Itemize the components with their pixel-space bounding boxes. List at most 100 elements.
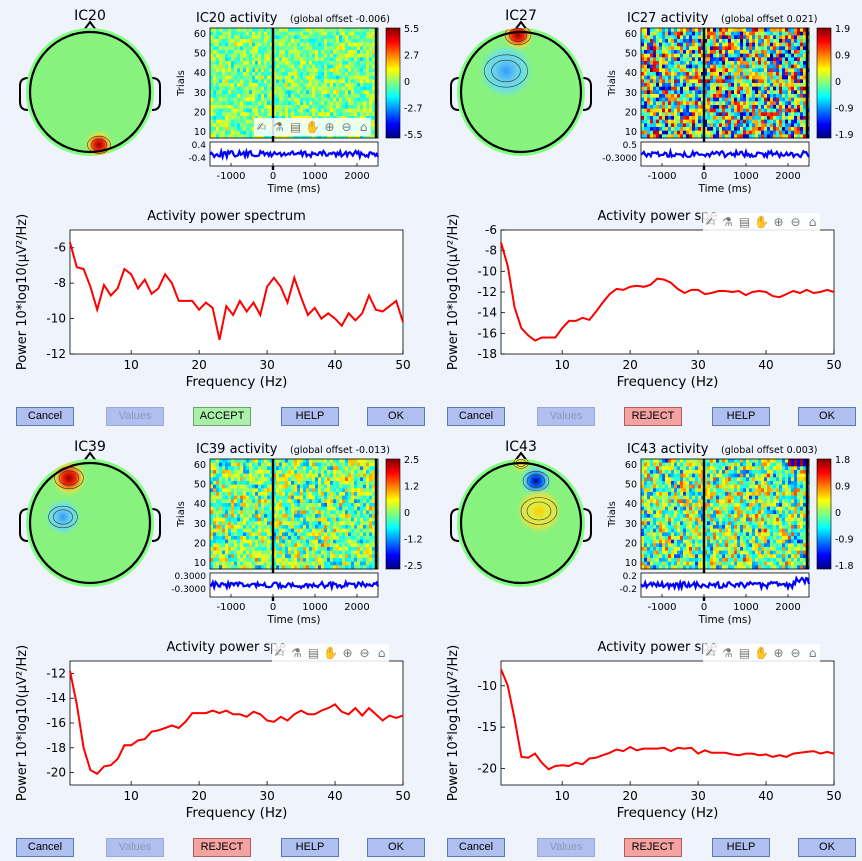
y-tick-label: -8 [485,244,497,258]
erp-trace [209,578,380,592]
colorbar-tick-label: 2.7 [404,51,419,62]
x-tick-label: 20 [191,358,206,372]
legend-icon[interactable]: ▤ [307,645,320,660]
zoom-out-icon[interactable]: ⊖ [790,645,801,660]
home-icon[interactable]: ⌂ [377,645,386,660]
y-tick-label: -18 [477,347,497,361]
home-icon[interactable]: ⌂ [359,119,368,134]
zoom-in-icon[interactable]: ⊕ [324,119,335,134]
colorbar-tick-label: -0.9 [835,535,854,546]
trial-tick-label: 50 [625,480,637,491]
trial-tick-label: 60 [625,29,637,40]
spectrum-x-label: Frequency (Hz) [186,374,288,390]
data-cursor-icon[interactable]: ⚗ [722,214,733,229]
trial-tick-label: 20 [625,538,637,549]
spectrum-axes[interactable] [69,229,404,355]
trials-axis-label: Trials [176,501,187,528]
values-button[interactable]: Values [106,838,164,857]
y-tick-label: -6 [485,223,497,237]
erp-image[interactable] [210,28,379,139]
erp-trace [640,575,811,592]
pan-icon[interactable]: ✋ [305,119,320,134]
erp-title: IC27 activity [627,11,709,26]
brush-icon[interactable]: ✍ [705,645,716,660]
brush-icon[interactable]: ✍ [256,119,267,134]
left-ear [450,508,460,542]
y-tick-label: -8 [54,276,66,290]
data-cursor-icon[interactable]: ⚗ [273,119,284,134]
erp-image[interactable] [210,459,379,570]
help-button[interactable]: HELP [712,838,770,857]
values-button[interactable]: Values [537,407,595,426]
legend-icon[interactable]: ▤ [289,119,302,134]
ok-button[interactable]: OK [367,407,425,426]
cancel-button[interactable]: Cancel [447,838,505,857]
x-tick-label: 50 [395,789,410,803]
time-axis-label: Time (ms) [698,183,752,195]
help-button[interactable]: HELP [281,407,339,426]
brush-icon[interactable]: ✍ [274,645,285,660]
x-tick-label: 20 [622,358,637,372]
reject-button[interactable]: REJECT [624,838,682,857]
home-icon[interactable]: ⌂ [808,645,817,660]
legend-icon[interactable]: ▤ [738,645,751,660]
data-cursor-icon[interactable]: ⚗ [722,645,733,660]
y-tick-label: -18 [46,741,66,755]
trial-tick-label: 40 [194,68,206,79]
colorbar [385,458,401,570]
spectrum-axes[interactable] [69,660,404,786]
help-button[interactable]: HELP [281,838,339,857]
topography-map[interactable] [450,451,592,587]
erp-image[interactable] [641,459,810,570]
topo-contour [509,28,527,42]
zoom-out-icon[interactable]: ⊖ [359,645,370,660]
erp-offset: (global offset 0.003) [721,445,818,456]
x-tick-label: 30 [259,358,274,372]
ok-button[interactable]: OK [798,838,856,857]
pan-icon[interactable]: ✋ [754,214,769,229]
reject-button[interactable]: REJECT [193,838,251,857]
values-button[interactable]: Values [106,407,164,426]
zoom-in-icon[interactable]: ⊕ [773,645,784,660]
spectrum-x-label: Frequency (Hz) [186,805,288,821]
time-tick-label: 0 [270,171,276,182]
home-icon[interactable]: ⌂ [808,214,817,229]
time-tick-label: 0 [701,602,707,613]
spectrum-axes[interactable] [500,229,835,355]
zoom-out-icon[interactable]: ⊖ [341,119,352,134]
data-cursor-icon[interactable]: ⚗ [291,645,302,660]
time-tick-label: 1000 [733,602,758,613]
topography-map[interactable] [19,451,161,587]
cancel-button[interactable]: Cancel [447,407,505,426]
accept-button[interactable]: ACCEPT [193,407,251,426]
trial-tick-label: 10 [194,558,206,569]
reject-button[interactable]: REJECT [624,407,682,426]
brush-icon[interactable]: ✍ [705,214,716,229]
topo-blob [43,497,83,537]
colorbar-tick-label: 0 [835,508,841,519]
cancel-button[interactable]: Cancel [16,407,74,426]
spectrum-axes[interactable] [500,660,835,786]
head-outline [459,461,583,585]
component-panel-ic27: IC27 IC27 activity (global offset 0.021) 60… [431,0,862,430]
erp-trace [640,147,810,160]
pan-icon[interactable]: ✋ [323,645,338,660]
zoom-in-icon[interactable]: ⊕ [773,214,784,229]
panel-canvas: IC43 IC43 activity (global offset 0.003) 60… [446,439,854,821]
erp-tick-label: 0.2 [623,572,637,582]
cancel-button[interactable]: Cancel [16,838,74,857]
ok-button[interactable]: OK [367,838,425,857]
legend-icon[interactable]: ▤ [738,214,751,229]
topography-map[interactable] [450,18,592,156]
spectrum-title: Activity power spectrum [147,209,306,224]
values-button[interactable]: Values [537,838,595,857]
trials-axis-label: Trials [176,70,187,97]
ok-button[interactable]: OK [798,407,856,426]
erp-image[interactable] [641,28,810,139]
help-button[interactable]: HELP [712,407,770,426]
pan-icon[interactable]: ✋ [754,645,769,660]
zoom-out-icon[interactable]: ⊖ [790,214,801,229]
zoom-in-icon[interactable]: ⊕ [342,645,353,660]
topography-map[interactable] [19,20,161,160]
spectrum-y-label: Power 10*log10(µV²/Hz) [15,214,30,370]
